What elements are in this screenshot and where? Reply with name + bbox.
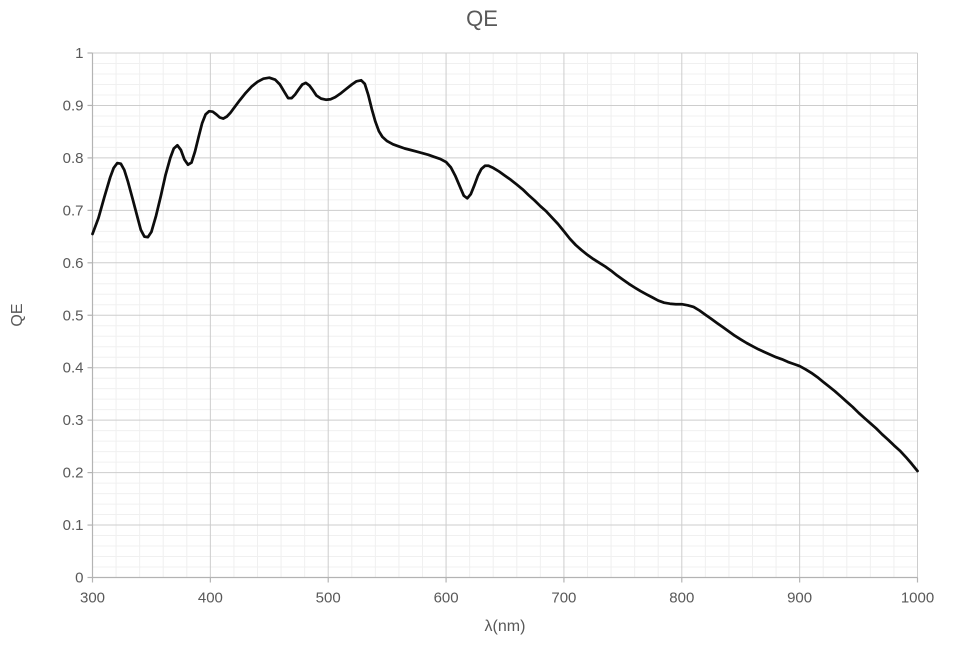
y-tick-label: 0.4: [63, 360, 84, 377]
x-tick-label: 900: [787, 590, 812, 607]
y-axis-title: QE: [9, 303, 26, 327]
chart-title: QE: [466, 6, 498, 31]
x-tick-label: 700: [551, 590, 576, 607]
qe-curve: [91, 76, 919, 473]
y-tick-label: 0.2: [63, 465, 84, 482]
y-tick-label: 0: [75, 570, 83, 587]
x-tick-label: 500: [316, 590, 341, 607]
x-tick-label: 300: [80, 590, 105, 607]
y-tick-label: 0.3: [63, 412, 84, 429]
y-tick-label: 0.9: [63, 97, 84, 114]
y-tick-label: 0.6: [63, 255, 84, 272]
x-axis-title: λ(nm): [484, 618, 526, 635]
y-tick-label: 0.5: [63, 307, 84, 324]
x-tick-label: 400: [198, 590, 223, 607]
y-tick-label: 1: [75, 45, 83, 62]
x-tick-label: 600: [434, 590, 459, 607]
x-tick-label: 1000: [901, 590, 934, 607]
y-tick-label: 0.8: [63, 150, 84, 167]
y-tick-label: 0.1: [63, 517, 84, 534]
y-tick-label: 0.7: [63, 202, 84, 219]
x-tick-label: 800: [669, 590, 694, 607]
